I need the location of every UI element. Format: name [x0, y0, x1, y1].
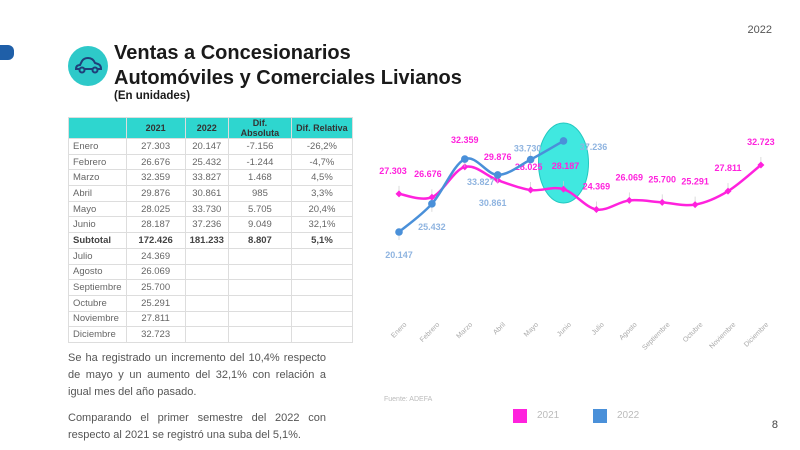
table-row: Julio 24.369	[68, 247, 353, 265]
table-header: 2021 2022 Dif. Absoluta Dif. Relativa	[68, 117, 353, 139]
x-tick-label: Agosto	[618, 321, 638, 341]
data-label-2021: 32.723	[747, 137, 775, 147]
highlight-ellipse	[538, 122, 589, 204]
table-cell: -4,7%	[290, 153, 353, 171]
data-point-2022	[395, 228, 403, 236]
paragraph-2: Comparando el primer semestre del 2022 c…	[68, 412, 326, 441]
data-label-2021: 29.876	[484, 152, 512, 162]
nav-tab	[0, 45, 14, 60]
col-header: 2021	[125, 117, 186, 139]
sales-table: 2021 2022 Dif. Absoluta Dif. Relativa En…	[68, 117, 353, 343]
table-row: Mayo 28.025 33.730 5.705 20,4%	[68, 200, 353, 218]
paragraph-1: Se ha registrado un incremento del 10,4%…	[68, 352, 326, 398]
col-header: Dif. Absoluta	[227, 117, 292, 139]
col-header: 2022	[184, 117, 229, 139]
data-label-2022: 33.730	[514, 144, 542, 154]
data-point-2022	[559, 137, 568, 145]
x-tick-label: Noviembre	[709, 321, 738, 350]
title-line-2: Automóviles y Comerciales Livianos	[114, 67, 462, 89]
data-point-2021	[658, 198, 666, 206]
data-label-2021: 25.291	[681, 177, 709, 187]
source-note: Fuente: ADEFA	[384, 396, 433, 403]
data-label-2022: 30.861	[479, 198, 507, 208]
legend-label-2021: 2021	[537, 410, 560, 421]
data-label-2021: 26.069	[616, 172, 644, 182]
page-title: Ventas a Concesionarios Automóviles y Co…	[114, 41, 462, 91]
page-number: 8	[771, 419, 778, 431]
data-label-2021: 26.676	[414, 169, 442, 179]
x-tick-label: Febrero	[419, 321, 441, 343]
data-label-2021: 25.700	[648, 174, 676, 184]
x-tick-label: Diciembre	[743, 321, 770, 348]
col-header: Dif. Relativa	[290, 117, 353, 139]
x-tick-label: Septiembre	[641, 321, 671, 351]
x-tick-label: Octubre	[682, 321, 705, 344]
data-label-2022: 20.147	[385, 250, 413, 260]
x-tick-label: Julio	[591, 321, 606, 336]
data-label-2021: 32.359	[451, 135, 479, 145]
table-row: Abril 29.876 30.861 985 3,3%	[68, 185, 353, 202]
x-tick-label: Marzo	[456, 321, 475, 340]
table-row: Agosto 26.069	[68, 263, 353, 281]
data-label-2021: 27.303	[379, 166, 407, 176]
data-label-2022: 33.827	[467, 177, 495, 187]
data-label-2021: 27.811	[714, 163, 741, 173]
table-cell: 25.432	[184, 153, 229, 171]
data-label-2021: 28.187	[552, 161, 580, 171]
data-point-2021	[428, 193, 436, 201]
table-cell	[184, 326, 229, 343]
data-label-2021: 24.369	[583, 181, 611, 191]
data-label-2021: 28.025	[515, 162, 543, 172]
title-line-1: Ventas a Concesionarios	[114, 42, 351, 64]
table-row: Febrero 26.676 25.432 -1.244 -4,7%	[68, 153, 353, 171]
year-label: 2022	[747, 24, 772, 36]
table-row: Enero 27.303 20.147 -7.156 -26,2%	[68, 138, 353, 155]
x-tick-label: Mayo	[523, 321, 540, 338]
x-tick-label: Junio	[556, 321, 573, 338]
car-icon	[68, 46, 108, 86]
subtitle: (En unidades)	[114, 90, 191, 102]
data-point-2022	[526, 155, 535, 164]
data-point-2021	[592, 205, 600, 213]
data-point-2021	[724, 187, 732, 195]
data-label-2022: 25.432	[418, 222, 446, 232]
data-point-2021	[395, 190, 403, 198]
legend-label-2022: 2022	[617, 410, 640, 421]
data-point-2021	[625, 196, 633, 204]
data-point-2022	[461, 155, 469, 163]
data-label-2022: 37.236	[580, 142, 608, 152]
x-tick-label: Enero	[390, 321, 408, 339]
legend-swatch-2022	[593, 409, 607, 423]
x-tick-label: Abril	[492, 321, 507, 336]
table-row: Subtotal 172.426 181.233 8.807 5,1%	[68, 232, 353, 249]
data-point-2021	[757, 161, 765, 169]
data-point-2021	[560, 185, 567, 193]
table-cell	[290, 326, 353, 343]
col-header	[68, 117, 127, 139]
table-row: Diciembre 32.723	[68, 326, 353, 343]
data-point-2022	[493, 171, 502, 179]
legend-swatch-2021	[513, 409, 527, 423]
data-point-2021	[527, 186, 535, 194]
table-row: Noviembre 27.811	[68, 310, 353, 328]
data-point-2021	[691, 201, 699, 209]
data-point-2022	[428, 200, 436, 208]
row-label: Diciembre	[68, 326, 127, 343]
